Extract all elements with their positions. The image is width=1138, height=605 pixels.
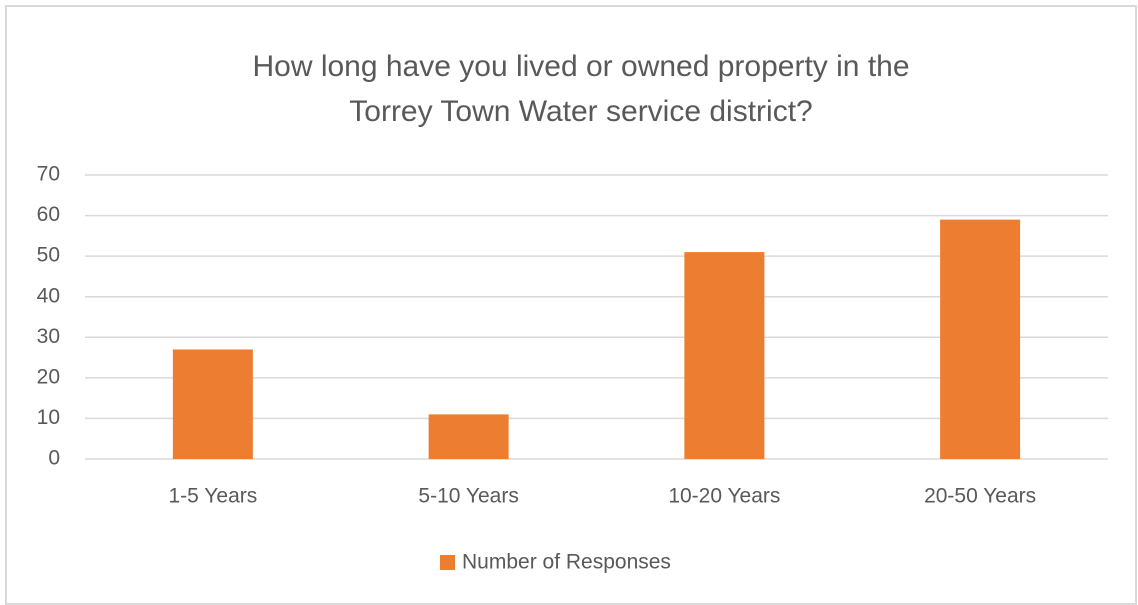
- legend-label: Number of Responses: [462, 551, 671, 574]
- bar: [940, 219, 1021, 459]
- y-tick-label: 70: [37, 163, 60, 186]
- y-tick-label: 20: [37, 365, 60, 388]
- y-tick-label: 0: [48, 447, 60, 470]
- x-tick-label: 1-5 Years: [169, 485, 258, 508]
- chart-title: How long have you lived or owned propert…: [252, 50, 909, 83]
- y-tick-label: 40: [37, 284, 60, 307]
- x-tick-label: 20-50 Years: [924, 485, 1036, 508]
- y-tick-label: 50: [37, 244, 60, 267]
- y-tick-label: 30: [37, 325, 60, 348]
- bar: [428, 414, 509, 459]
- x-tick-label: 10-20 Years: [668, 485, 780, 508]
- legend-swatch: [440, 555, 455, 570]
- bar: [172, 349, 253, 459]
- bar: [684, 252, 765, 459]
- x-tick-label: 5-10 Years: [418, 485, 518, 508]
- y-tick-label: 10: [37, 406, 60, 429]
- y-tick-label: 60: [37, 203, 60, 226]
- chart-title: Torrey Town Water service district?: [349, 95, 812, 128]
